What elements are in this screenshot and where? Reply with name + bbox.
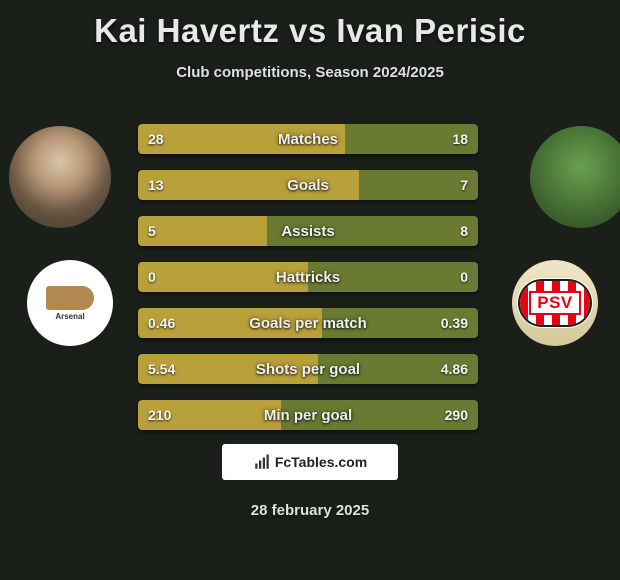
- stat-row: Hattricks0 0: [138, 262, 478, 292]
- avatar-placeholder: [9, 126, 111, 228]
- stat-value-left: 13: [148, 170, 164, 200]
- stat-row: Assists5 8: [138, 216, 478, 246]
- stat-row: Goals per match0.46 0.39: [138, 308, 478, 338]
- stat-value-left: 5: [148, 216, 156, 246]
- avatar-placeholder: [530, 126, 620, 228]
- psv-crest: PSV: [520, 281, 590, 325]
- comparison-subtitle: Club competitions, Season 2024/2025: [0, 64, 620, 81]
- stat-value-left: 28: [148, 124, 164, 154]
- arsenal-crest: Arsenal: [46, 286, 94, 321]
- comparison-title: Kai Havertz vs Ivan Perisic: [0, 0, 620, 50]
- player-right-avatar: [530, 126, 620, 228]
- club-badge-right: PSV: [512, 260, 598, 346]
- stat-label: Min per goal: [138, 400, 478, 430]
- club-badge-left: Arsenal: [27, 260, 113, 346]
- stat-value-right: 7: [460, 170, 468, 200]
- stat-label: Hattricks: [138, 262, 478, 292]
- stat-value-left: 0: [148, 262, 156, 292]
- stat-row: Shots per goal5.54 4.86: [138, 354, 478, 384]
- stat-value-right: 8: [460, 216, 468, 246]
- stat-value-right: 18: [452, 124, 468, 154]
- cannon-icon: [46, 286, 94, 310]
- brand-text: FcTables.com: [275, 454, 367, 470]
- stat-row: Matches28 18: [138, 124, 478, 154]
- comparison-date: 28 february 2025: [0, 502, 620, 519]
- stat-value-right: 0: [460, 262, 468, 292]
- player-left-avatar: [9, 126, 111, 228]
- stat-value-left: 0.46: [148, 308, 175, 338]
- stat-label: Goals per match: [138, 308, 478, 338]
- bar-chart-icon: [253, 453, 271, 471]
- stat-label: Matches: [138, 124, 478, 154]
- stat-row: Min per goal210 290: [138, 400, 478, 430]
- stat-label: Assists: [138, 216, 478, 246]
- stat-value-right: 4.86: [441, 354, 468, 384]
- stat-label: Shots per goal: [138, 354, 478, 384]
- stat-value-right: 0.39: [441, 308, 468, 338]
- stat-label: Goals: [138, 170, 478, 200]
- stat-value-left: 5.54: [148, 354, 175, 384]
- stat-value-left: 210: [148, 400, 171, 430]
- stat-value-right: 290: [445, 400, 468, 430]
- stats-bars-container: Matches28 18 Goals13 7 Assists5 8 Hattricks0 0 G…: [138, 124, 478, 446]
- stat-row: Goals13 7: [138, 170, 478, 200]
- psv-badge-text: PSV: [529, 291, 581, 315]
- brand-footer: FcTables.com: [222, 444, 398, 480]
